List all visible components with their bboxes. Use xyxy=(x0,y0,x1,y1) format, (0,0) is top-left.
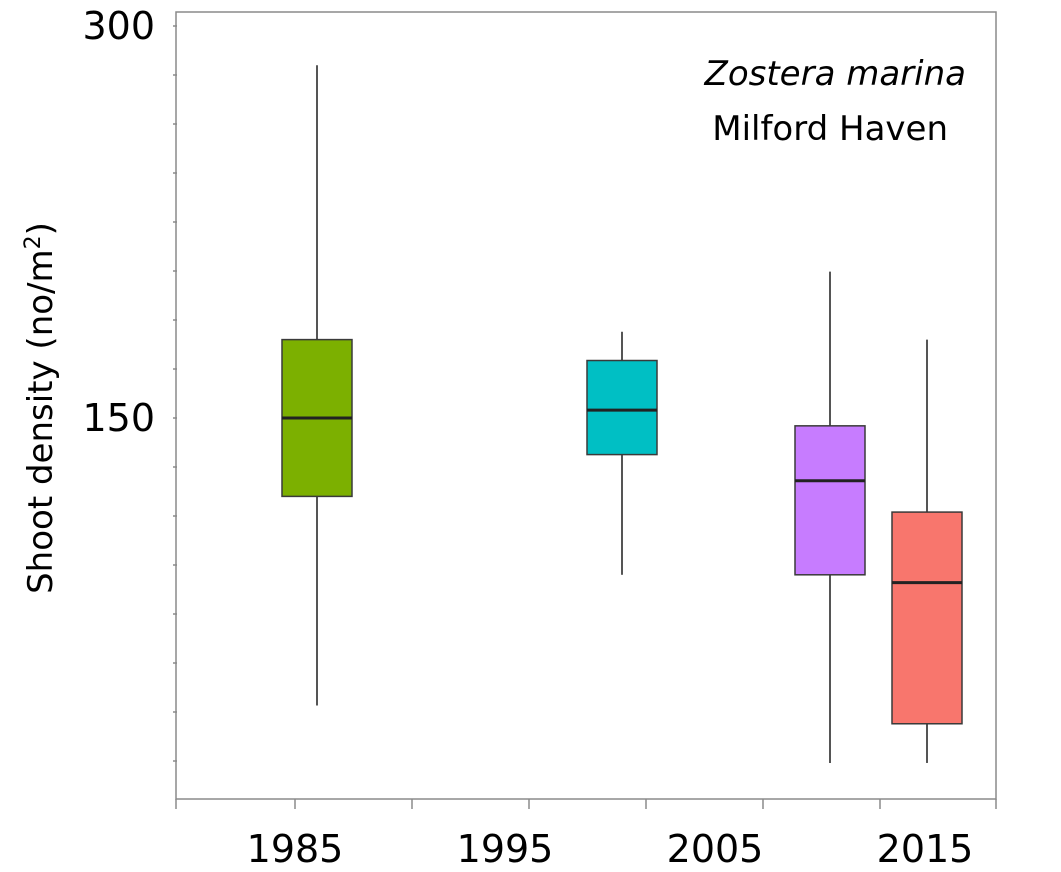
box-1985 xyxy=(281,65,353,706)
x-ticks xyxy=(175,799,997,809)
site-annotation: Milford Haven xyxy=(712,109,948,149)
x-tick-label: 2015 xyxy=(877,827,974,871)
box-2005 xyxy=(794,271,866,763)
interquartile-box xyxy=(794,425,866,576)
interquartile-box xyxy=(891,511,963,725)
box-2015 xyxy=(891,339,963,763)
y-tick-labels: 150 300 xyxy=(82,4,155,440)
y-axis-label: Shoot density (no/m2) xyxy=(21,222,61,594)
x-tick-label: 2005 xyxy=(667,827,764,871)
y-tick-label: 300 xyxy=(82,4,155,48)
box-series xyxy=(281,65,963,763)
x-tick-labels: 1985 1995 2005 2015 xyxy=(247,827,974,871)
interquartile-box xyxy=(586,359,658,456)
x-tick-label: 1985 xyxy=(247,827,344,871)
box-1995 xyxy=(586,331,658,575)
species-annotation: Zostera marina xyxy=(704,54,966,94)
y-minor-ticks xyxy=(173,25,177,762)
x-tick-label: 1995 xyxy=(457,827,554,871)
y-tick-label: 150 xyxy=(82,396,155,440)
